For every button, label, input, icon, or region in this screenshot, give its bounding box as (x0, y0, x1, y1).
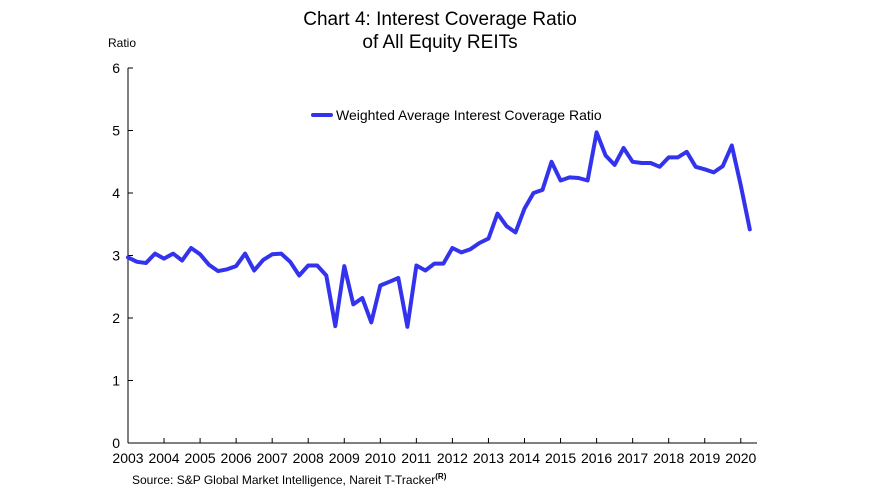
chart-title-line1: Chart 4: Interest Coverage Ratio (303, 9, 577, 30)
x-tick-label: 2011 (401, 450, 431, 466)
x-tick-label: 2018 (653, 450, 684, 466)
series-group (126, 130, 752, 329)
x-tick-label: 2010 (365, 450, 396, 466)
source-text: Source: S&P Global Market Intelligence, … (132, 473, 436, 487)
x-tick-label: 2015 (545, 450, 576, 466)
x-tick-label: 2019 (689, 450, 720, 466)
series-line (126, 130, 752, 329)
x-tick-label: 2016 (581, 450, 612, 466)
y-tick-label: 6 (112, 60, 120, 76)
y-tick-label: 2 (112, 310, 120, 326)
x-tick-label: 2006 (221, 450, 252, 466)
x-tick-label: 2012 (437, 450, 468, 466)
chart-title-line2: of All Equity REITs (362, 32, 518, 53)
x-tick-label: 2014 (509, 450, 540, 466)
x-tick-label: 2003 (112, 450, 143, 466)
y-ticks: 0 1 2 3 4 5 6 (112, 60, 133, 451)
x-tick-label: 2017 (617, 450, 648, 466)
chart-title: Chart 4: Interest Coverage Ratio of All … (0, 8, 880, 54)
x-tick-label: 2013 (473, 450, 504, 466)
x-ticks: 2003 2004 2005 2006 2007 2008 2009 2010 2011 2012… (112, 438, 757, 466)
x-tick-label: 2008 (293, 450, 324, 466)
y-tick-label: 4 (112, 185, 120, 201)
x-tick-label: 2005 (185, 450, 216, 466)
y-tick-label: 3 (112, 248, 120, 264)
y-tick-label: 5 (112, 123, 120, 139)
y-tick-label: 0 (112, 435, 120, 451)
x-tick-label: 2007 (257, 450, 288, 466)
axes (127, 68, 757, 444)
legend: Weighted Average Interest Coverage Ratio (311, 107, 602, 123)
x-tick-label: 2004 (148, 450, 179, 466)
x-tick-label: 2020 (725, 450, 756, 466)
source-superscript: (R) (435, 472, 447, 481)
y-axis-label: Ratio (108, 36, 137, 50)
x-tick-label: 2009 (329, 450, 360, 466)
source-note: Source: S&P Global Market Intelligence, … (132, 472, 446, 487)
legend-label: Weighted Average Interest Coverage Ratio (336, 107, 602, 123)
y-tick-label: 1 (112, 373, 120, 389)
